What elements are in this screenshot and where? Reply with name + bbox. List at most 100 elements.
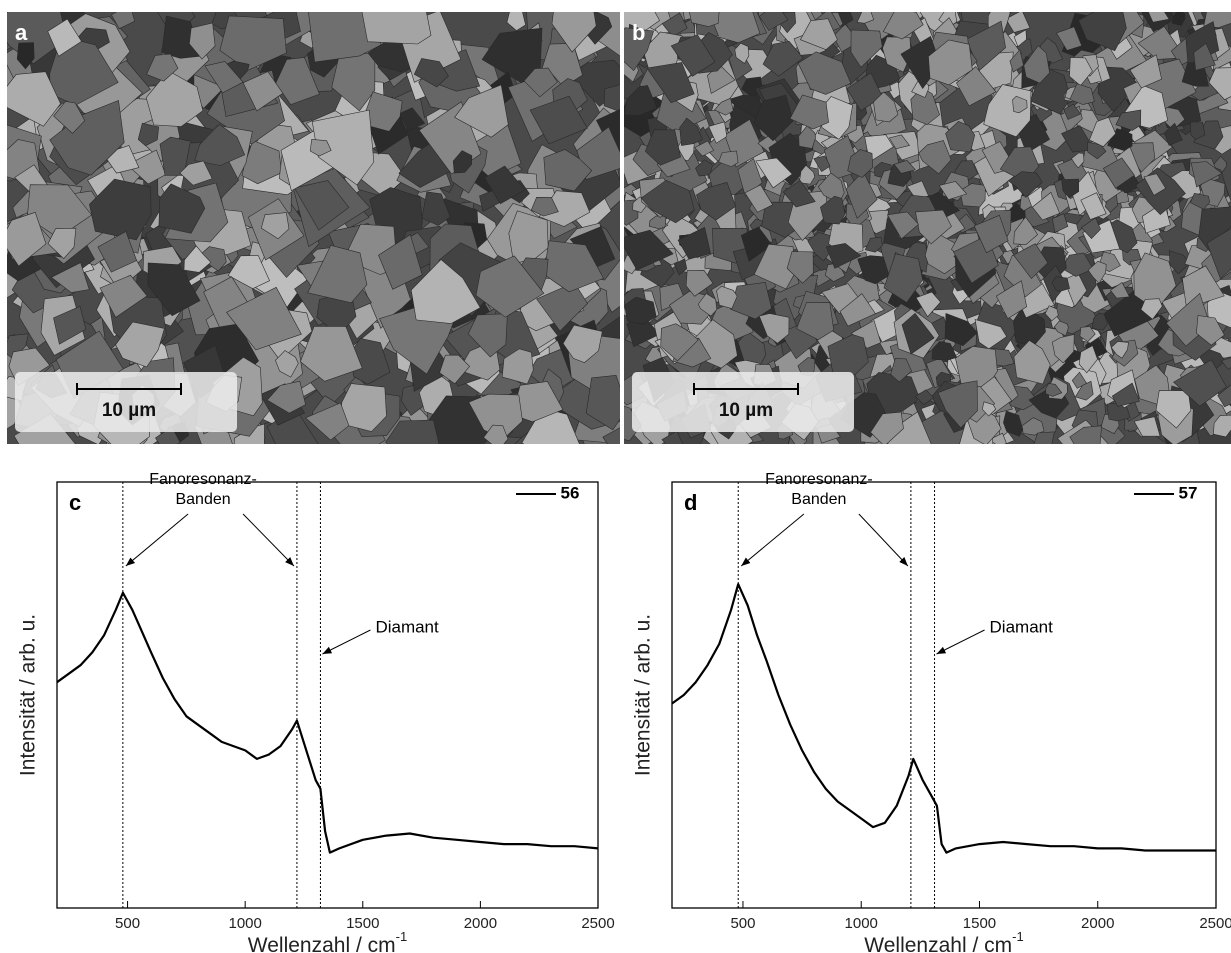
crystal-facet [454, 84, 509, 138]
crystal-facet [378, 234, 423, 290]
crystal-facet [937, 380, 978, 429]
annotation-arrow [322, 629, 371, 655]
crystal-facet [1190, 192, 1211, 210]
x-axis-label-text: Wellenzahl / cm [864, 934, 1012, 953]
x-tick-label: 2000 [1081, 915, 1114, 932]
crystal-facet [602, 427, 620, 444]
crystal-facet [1009, 49, 1024, 73]
crystal-facet [762, 40, 804, 77]
crystal-facet [1078, 12, 1127, 52]
annotation: Banden [175, 491, 230, 508]
crystal-facet [973, 214, 1009, 254]
crystal-facet [644, 129, 681, 166]
crystal-facet [1196, 315, 1225, 346]
crystal-facet [1217, 384, 1231, 408]
crystal-facet [708, 121, 728, 144]
crystal-facet [1023, 45, 1050, 84]
annotation: Banden [791, 491, 846, 508]
crystal-facet [1079, 326, 1096, 343]
crystal-facet [640, 179, 695, 224]
crystal-facet [1069, 425, 1102, 444]
crystal-facet [1069, 57, 1093, 87]
crystal-facet [275, 57, 320, 106]
x-axis-label-superscript: -1 [1012, 929, 1024, 944]
crystal-facet [1109, 281, 1130, 299]
annotation: Fanoresonanz- [149, 471, 257, 488]
crystal-facet [543, 149, 593, 192]
crystal-facet [204, 61, 244, 94]
crystal-facet [915, 389, 935, 405]
crystal-facet [938, 181, 968, 200]
y-axis-label: Intensität / arb. u. [17, 614, 40, 776]
annotation-arrow [858, 513, 909, 567]
crystal-facet [1007, 171, 1043, 198]
crystal-facet [543, 240, 604, 293]
crystal-facet [740, 226, 773, 262]
crystal-facet [707, 64, 736, 94]
x-tick-label: 1500 [963, 915, 996, 932]
crystal-facet [275, 350, 299, 378]
crystal-facet [864, 236, 883, 253]
crystal-facet [857, 255, 890, 285]
crystal-facet [308, 12, 382, 63]
crystal-facet [846, 72, 883, 112]
crystal-facet [945, 120, 976, 153]
crystal-facet [111, 12, 136, 30]
x-tick-label: 2500 [1199, 915, 1231, 932]
crystal-facet [695, 159, 713, 177]
annotation-arrow [242, 513, 295, 567]
crystal-facet [1082, 219, 1121, 254]
crystal-facet [1173, 359, 1227, 407]
annotation: Diamant [375, 617, 439, 636]
scale-bar-label: 10 µm [102, 400, 156, 421]
crystal-facet [798, 164, 816, 185]
sem-image: b 10 µm [624, 12, 1231, 444]
crystal-facet [1033, 431, 1055, 444]
crystal-facet [915, 291, 941, 318]
crystal-facet [1069, 83, 1095, 105]
crystal-facet [1133, 416, 1161, 437]
crystal-facet [484, 165, 526, 205]
crystal-facet [483, 424, 509, 444]
crystal-facet [1078, 345, 1098, 374]
crystal-facet [1012, 95, 1028, 114]
crystal-facet [797, 51, 852, 95]
crystal-facet [1171, 12, 1186, 26]
crystal-facet [928, 39, 973, 86]
crystal-facet [421, 191, 451, 226]
crystal-facet [260, 212, 290, 240]
crystal-facet [7, 211, 47, 267]
crystal-facet [1045, 383, 1063, 397]
crystal-facet [413, 58, 449, 88]
crystal-facet [1013, 243, 1049, 280]
crystal-facet [1051, 276, 1070, 292]
plot-frame [56, 481, 599, 909]
crystal-facet [1031, 191, 1061, 221]
crystal-facet [1071, 371, 1088, 389]
plot-frame [671, 481, 1217, 909]
x-axis-label: Wellenzahl / cm-1 [864, 929, 1023, 953]
annotation-arrow [740, 513, 805, 567]
crystal-facet [115, 321, 165, 368]
crystal-facet [1203, 12, 1231, 29]
crystal-facet [694, 140, 715, 157]
crystal-facet [753, 243, 796, 290]
crystal-facet [1190, 161, 1223, 188]
crystal-facet [711, 12, 761, 44]
annotation: Fanoresonanz- [765, 471, 873, 488]
crystal-facet [1013, 216, 1038, 246]
crystal-facet [161, 15, 201, 59]
crystal-facet [820, 195, 846, 225]
series-line [56, 591, 599, 854]
crystal-facet [529, 95, 588, 145]
crystal-facet [1074, 380, 1094, 401]
crystal-facet [16, 42, 35, 70]
crystal-facet [305, 402, 350, 441]
crystal-facet [146, 53, 179, 82]
crystal-facet [569, 226, 616, 269]
panel-label: a [15, 20, 28, 45]
crystal-facet [475, 255, 545, 318]
crystal-facet [974, 319, 1008, 350]
panel-label: b [632, 20, 645, 45]
